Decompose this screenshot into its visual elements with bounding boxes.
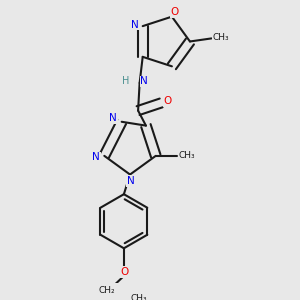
Text: CH₂: CH₂ (99, 286, 115, 295)
Text: O: O (164, 96, 172, 106)
Text: CH₃: CH₃ (179, 151, 195, 160)
Text: N: N (127, 176, 135, 186)
Text: CH₃: CH₃ (131, 294, 148, 300)
Text: H: H (122, 76, 130, 86)
Text: CH₃: CH₃ (213, 33, 230, 42)
Text: N: N (92, 152, 100, 162)
Text: O: O (121, 267, 129, 277)
Text: N: N (140, 76, 148, 86)
Text: N: N (131, 20, 139, 30)
Text: N: N (110, 113, 117, 123)
Text: O: O (171, 7, 179, 17)
